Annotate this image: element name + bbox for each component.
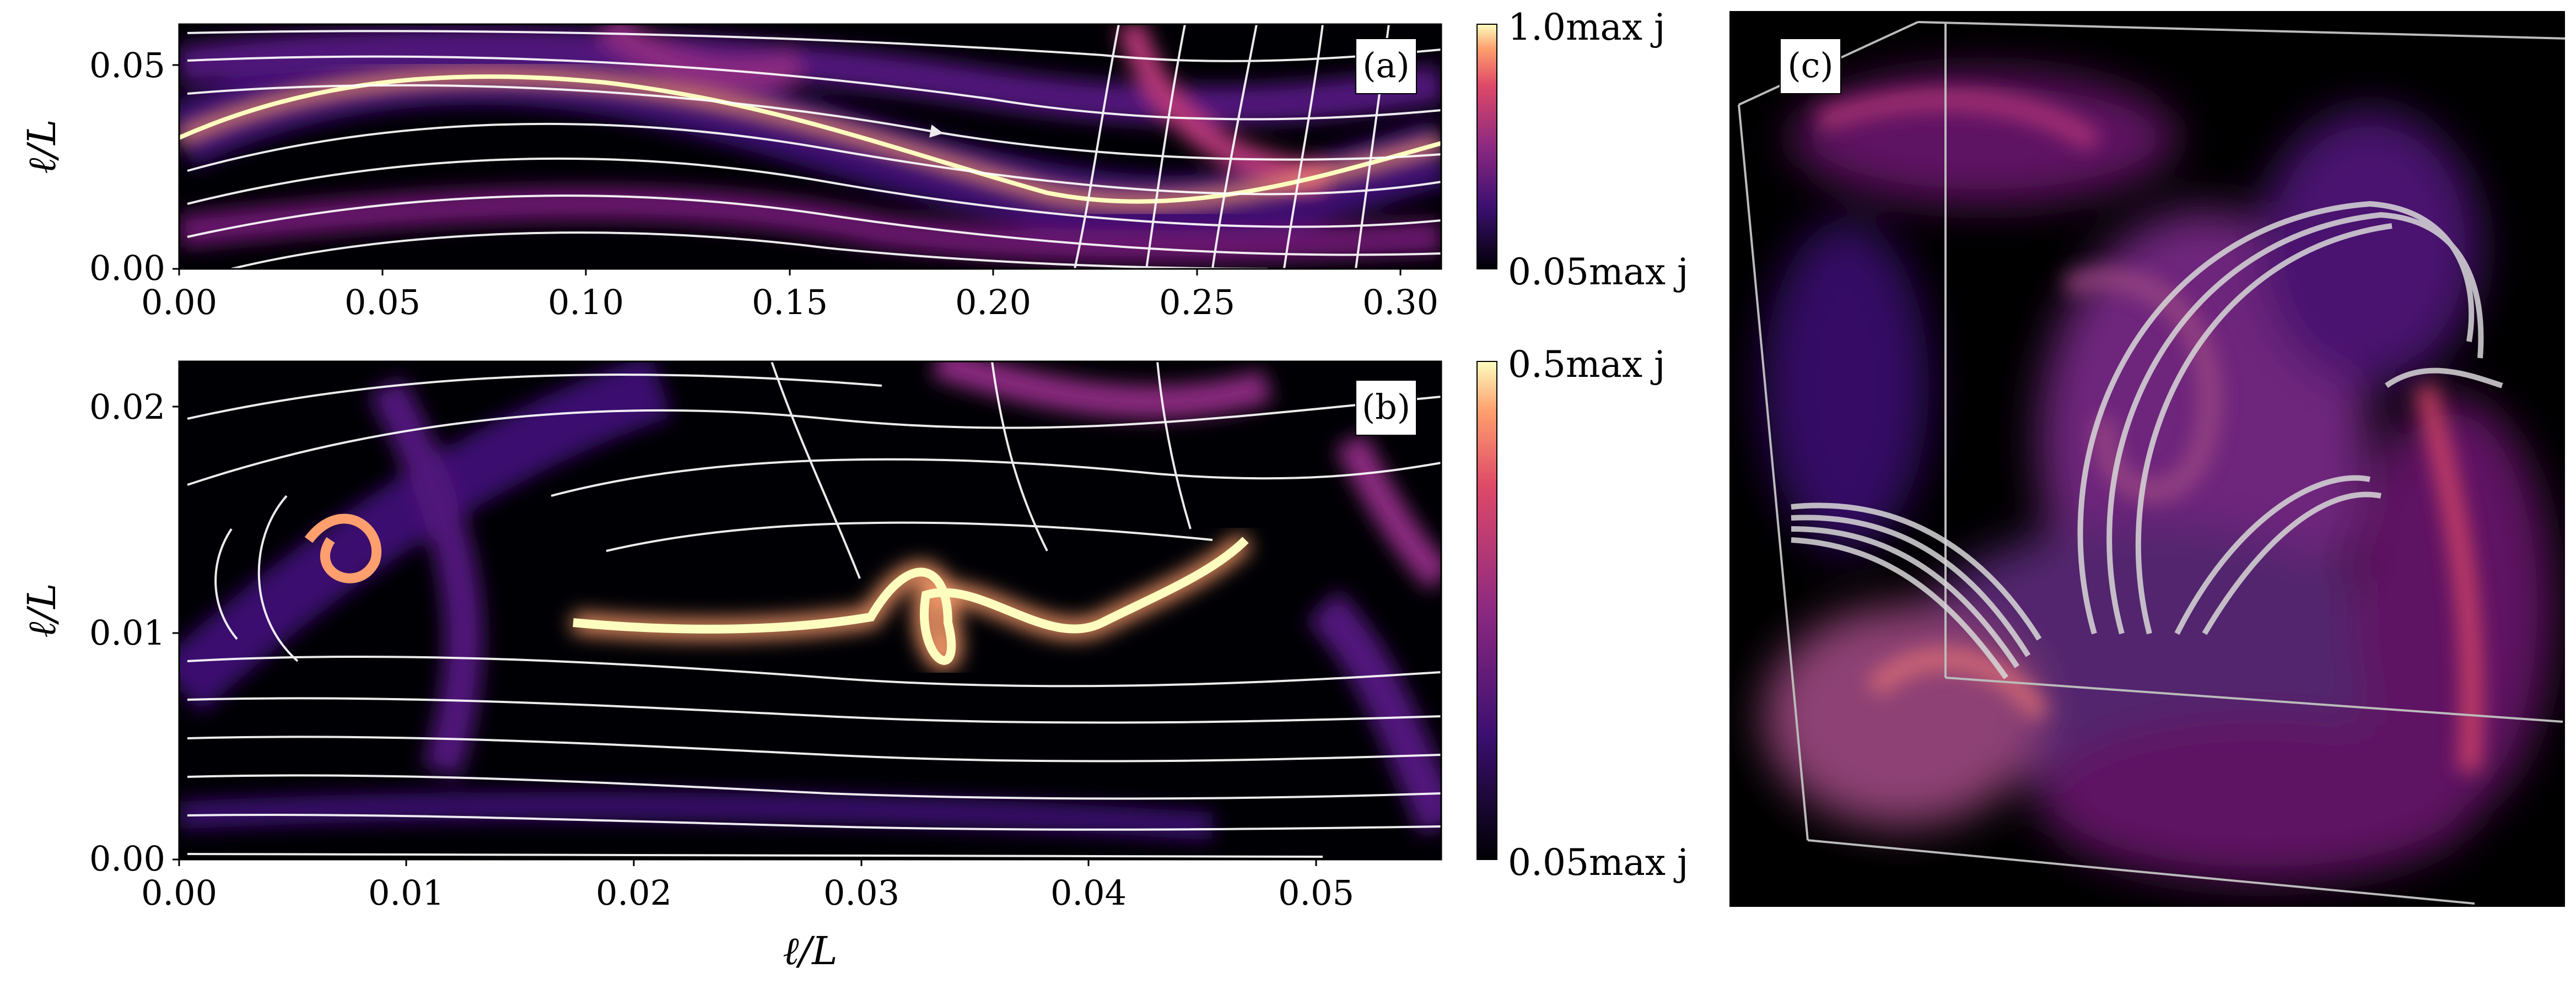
panel-c-render [1729, 11, 2565, 907]
panel-b-xtick-3: 0.03 [823, 873, 899, 913]
panel-a: 0.00 0.05 0.10 0.15 0.20 0.25 0.30 0.00 … [19, 6, 1689, 322]
panel-a-ytick-0: 0.00 [89, 248, 165, 288]
panel-a-xtick-1: 0.05 [344, 282, 421, 322]
panel-b-colorbar: 0.5max j 0.05max j [1476, 343, 1689, 884]
panel-a-ylabel: ℓ/L [19, 119, 64, 174]
panel-b-xlabel: ℓ/L [783, 928, 837, 974]
panel-a-streamlines [187, 24, 1441, 269]
panel-b-tag: (b) [1355, 380, 1417, 436]
panel-a-xtick-5: 0.25 [1159, 282, 1235, 322]
panel-a-frame [178, 23, 1442, 270]
panel-b-ytick-2: 0.02 [89, 387, 165, 427]
panel-a-colorbar: 1.0max j 0.05max j [1476, 6, 1689, 293]
panel-b-ytick-1: 0.01 [89, 613, 165, 653]
panel-c: (c) [1729, 11, 2565, 907]
panel-b-frame [178, 360, 1442, 861]
panel-c-field-lines [1791, 201, 2503, 679]
panel-a-tag: (a) [1355, 38, 1417, 94]
panel-a-ticks [173, 64, 1402, 275]
panel-a-xtick-0: 0.00 [141, 282, 217, 322]
panel-a-xtick-3: 0.15 [752, 282, 828, 322]
panel-a-heatmap [179, 24, 1441, 269]
panel-b-xtick-2: 0.02 [596, 873, 672, 913]
panel-b-colorbar-min: 0.05max j [1508, 841, 1689, 884]
panel-b-ylabel: ℓ/L [19, 583, 64, 637]
panel-b-xtick-1: 0.01 [368, 873, 444, 913]
panel-a-xtick-4: 0.20 [955, 282, 1031, 322]
panel-a-xtick-2: 0.10 [548, 282, 624, 322]
svg-text:(b): (b) [1362, 387, 1410, 427]
panel-a-colorbar-max: 1.0max j [1508, 6, 1666, 48]
panel-a-colorbar-min: 0.05max j [1508, 251, 1689, 293]
svg-text:(a): (a) [1362, 45, 1409, 85]
panel-b-xtick-4: 0.04 [1050, 873, 1127, 913]
panel-b-ticks [173, 406, 1317, 866]
panel-c-box [1738, 21, 2565, 905]
panel-b-xtick-0: 0.00 [141, 873, 217, 913]
panel-b-xtick-5: 0.05 [1278, 873, 1354, 913]
panel-b-colorbar-max: 0.5max j [1508, 343, 1666, 386]
panel-b-streamlines [187, 361, 1441, 858]
panel-a-xtick-6: 0.30 [1362, 282, 1438, 322]
panel-a-ytick-1: 0.05 [89, 45, 165, 85]
panel-b-heatmap [179, 361, 1441, 859]
panel-c-tag: (c) [1780, 38, 1841, 94]
panel-b: 0.00 0.01 0.02 0.03 0.04 0.05 0.00 0.01 … [19, 343, 1689, 974]
svg-text:(c): (c) [1787, 45, 1833, 85]
panel-b-ytick-0: 0.00 [89, 839, 165, 879]
